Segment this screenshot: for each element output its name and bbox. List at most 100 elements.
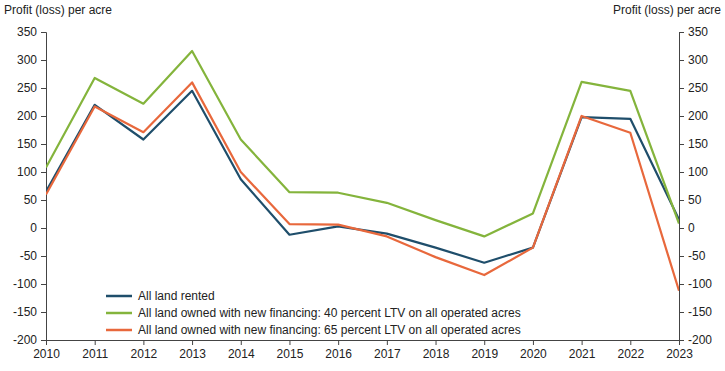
tick: 250 [679,81,708,95]
tick-label: 100 [688,165,708,179]
legend-swatch [106,329,132,332]
tick: 100 [679,165,708,179]
tick: 2021 [569,340,596,361]
tick-label: 2019 [471,347,498,361]
tick-mark [679,144,684,145]
tick: 150 [679,137,708,151]
tick-mark [679,116,684,117]
legend-swatch [106,312,132,315]
tick-mark [95,340,96,345]
tick-mark [241,340,242,345]
tick: -100 [13,277,46,291]
tick: 250 [17,81,46,95]
tick-mark [41,32,46,33]
tick: 2016 [325,340,352,361]
tick-label: 2020 [520,347,547,361]
tick-label: 200 [688,109,708,123]
tick-label: 250 [688,81,708,95]
tick-mark [679,32,684,33]
tick-label: 300 [17,53,37,67]
tick-label: 200 [17,109,37,123]
tick: 300 [679,53,708,67]
legend-item: All land rented [106,289,215,303]
tick-mark [679,172,684,173]
tick-mark [41,200,46,201]
tick-mark [679,312,684,313]
tick-mark [679,200,684,201]
tick-mark [41,172,46,173]
tick-label: -100 [13,277,37,291]
tick: 2015 [277,340,304,361]
tick: 50 [679,193,702,207]
tick-mark [338,340,339,345]
tick: -100 [679,277,712,291]
tick: 350 [679,25,708,39]
tick-mark [679,228,684,229]
tick-mark [143,340,144,345]
axis-line [47,341,680,346]
tick-label: 2012 [131,347,158,361]
tick-mark [41,228,46,229]
tick: 2010 [33,340,60,361]
y-axis-title: Profit (loss) per acre [4,3,112,17]
legend: All land rented All land owned with new f… [106,289,521,337]
tick: -50 [679,249,706,263]
tick: 0 [679,221,695,235]
tick-label: 2015 [277,347,304,361]
legend-label: All land rented [138,289,215,303]
tick-mark [41,284,46,285]
tick-mark [582,340,583,345]
tick-label: 150 [688,137,708,151]
y2-axis: -200 -150 -100 -50 0 50 100 150 200 250 300 350 [679,25,712,347]
tick-label: 2023 [666,347,693,361]
tick-mark [679,340,684,341]
plot: 2010201120122013201420152016201720182019… [13,25,712,360]
tick: 2019 [471,340,498,361]
tick: 2011 [82,340,108,361]
tick-mark [533,340,534,345]
legend-label: All land owned with new financing: 65 pe… [138,323,521,337]
y2-axis-title: Profit (loss) per acre [613,3,721,17]
tick-label: -200 [688,333,712,347]
tick: 300 [17,53,46,67]
tick-mark [41,340,46,341]
tick: 50 [24,193,46,207]
tick-mark [679,256,684,257]
tick-mark [679,60,684,61]
tick-label: 350 [17,25,37,39]
legend-item: All land owned with new financing: 40 pe… [106,306,521,320]
tick: 350 [17,25,46,39]
tick: 2022 [617,340,644,361]
tick-label: 2017 [374,347,401,361]
tick-mark [192,340,193,345]
tick: 200 [17,109,46,123]
tick-label: 0 [30,221,37,235]
lines [46,51,679,291]
tick-label: 100 [17,165,37,179]
tick: 150 [17,137,46,151]
tick-mark [41,312,46,313]
tick-mark [630,340,631,345]
tick-mark [679,284,684,285]
tick-label: 2022 [617,347,644,361]
tick-label: -50 [20,249,38,263]
tick-label: 2011 [82,347,108,361]
tick: 2012 [131,340,158,361]
tick-label: 2021 [569,347,596,361]
tick: 2014 [228,340,255,361]
tick-label: -50 [688,249,706,263]
tick-label: 250 [17,81,37,95]
tick-label: -100 [688,277,712,291]
tick-label: 2018 [423,347,450,361]
tick-mark [41,116,46,117]
tick: -50 [20,249,46,263]
tick-mark [679,88,684,89]
tick-mark [41,88,46,89]
tick-label: -150 [688,305,712,319]
y-axis: -200-150-100-50050100150200250300350 [13,25,47,347]
tick: 100 [17,165,46,179]
tick-mark [387,340,388,345]
legend-label: All land owned with new financing: 40 pe… [138,306,521,320]
tick: 2017 [374,340,401,361]
tick-mark [41,256,46,257]
